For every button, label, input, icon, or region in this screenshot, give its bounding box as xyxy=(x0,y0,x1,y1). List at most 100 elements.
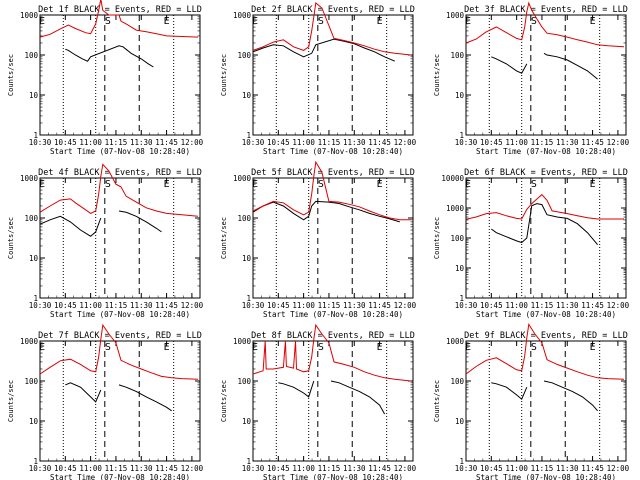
interval-marker-e: E xyxy=(590,179,596,190)
series-events-line xyxy=(543,52,598,80)
x-tick-label: 10:45 xyxy=(480,301,503,310)
x-axis-label: Start Time (07-Nov-08 10:28:40) xyxy=(476,310,616,319)
x-tick-label: 11:15 xyxy=(105,464,128,473)
y-tick-label: 100 xyxy=(237,214,251,223)
plot-frame xyxy=(39,340,201,462)
chart-det-4: Det 4f BLACK = Events, RED = LLD 1 10 100 10… xyxy=(7,163,204,319)
series-lld-line xyxy=(252,2,412,56)
x-tick-label: 11:45 xyxy=(368,301,391,310)
series-events-line xyxy=(543,380,598,412)
y-axis-label: Counts/sec xyxy=(220,54,228,96)
y-axis-label: Counts/sec xyxy=(433,217,441,259)
series-events-line xyxy=(330,380,386,415)
y-tick-label: 1 xyxy=(33,294,38,303)
y-tick-label: 1 xyxy=(459,294,464,303)
x-tick-label: 12:00 xyxy=(607,138,630,147)
x-tick-label: 11:00 xyxy=(505,301,528,310)
y-tick-label: 100 xyxy=(450,51,464,60)
y-tick-label: 10 xyxy=(29,91,39,100)
x-tick-label: 11:00 xyxy=(79,301,102,310)
x-tick-label: 11:00 xyxy=(79,138,102,147)
x-tick-label: 11:45 xyxy=(368,138,391,147)
x-axis-label: Start Time (07-Nov-08 10:28:40) xyxy=(476,147,616,156)
x-tick-label: 10:30 xyxy=(29,138,52,147)
x-tick-label: 12:00 xyxy=(607,464,630,473)
chart-det-8: Det 8f BLACK = Events, RED = LLD 1 10 100 10… xyxy=(220,323,417,480)
x-tick-label: 11:00 xyxy=(292,464,315,473)
interval-marker-e: E xyxy=(590,342,596,353)
interval-marker-s: S xyxy=(105,179,111,190)
series-lld-line xyxy=(39,323,199,380)
x-tick-label: 11:00 xyxy=(505,138,528,147)
x-tick-label: 11:45 xyxy=(581,301,604,310)
chart-title: Det 3f BLACK = Events, RED = LLD xyxy=(464,5,628,15)
x-axis-label: Start Time (07-Nov-08 10:28:40) xyxy=(263,473,403,480)
x-tick-label: 10:30 xyxy=(455,301,478,310)
interval-marker-e: E xyxy=(252,16,258,27)
y-tick-label: 10 xyxy=(242,254,252,263)
plot-frame xyxy=(252,14,414,136)
series-events-line xyxy=(491,382,528,401)
series-events-line xyxy=(491,56,528,74)
y-axis-label: Counts/sec xyxy=(7,217,15,259)
x-tick-label: 10:45 xyxy=(480,464,503,473)
series-lld-line xyxy=(39,163,199,217)
x-tick-label: 10:45 xyxy=(267,464,290,473)
plot-frame xyxy=(39,14,201,136)
interval-marker-e: E xyxy=(39,16,45,27)
chart-det-2: Det 2f BLACK = Events, RED = LLD 1 10 100 10… xyxy=(220,2,417,156)
chart-title: Det 1f BLACK = Events, RED = LLD xyxy=(38,5,202,15)
x-tick-label: 10:30 xyxy=(242,464,265,473)
interval-marker-s: S xyxy=(531,342,537,353)
x-tick-label: 11:30 xyxy=(556,464,579,473)
chart-det-3: Det 3f BLACK = Events, RED = LLD 1 10 100 10… xyxy=(433,1,630,156)
chart-title: Det 6f BLACK = Events, RED = LLD xyxy=(464,168,628,178)
interval-marker-s: S xyxy=(318,179,324,190)
y-tick-label: 10 xyxy=(455,417,465,426)
series-lld-line xyxy=(465,323,625,380)
x-tick-label: 11:30 xyxy=(130,138,153,147)
x-tick-label: 11:15 xyxy=(531,138,554,147)
y-tick-label: 1000 xyxy=(233,337,252,346)
x-tick-label: 12:00 xyxy=(394,301,417,310)
interval-marker-s: S xyxy=(318,16,324,27)
y-tick-label: 10000 xyxy=(441,174,464,183)
series-events-line xyxy=(252,38,395,62)
interval-marker-e: E xyxy=(590,16,596,27)
y-tick-label: 100 xyxy=(24,214,38,223)
y-axis-label: Counts/sec xyxy=(433,54,441,96)
x-tick-label: 12:00 xyxy=(181,138,204,147)
x-tick-label: 11:15 xyxy=(318,464,341,473)
chart-title: Det 2f BLACK = Events, RED = LLD xyxy=(251,5,415,15)
x-tick-label: 11:15 xyxy=(318,301,341,310)
y-tick-label: 1000 xyxy=(233,174,252,183)
series-events-line xyxy=(252,200,400,223)
y-tick-label: 10 xyxy=(242,417,252,426)
interval-marker-e: E xyxy=(164,342,170,353)
x-tick-label: 12:00 xyxy=(181,464,204,473)
x-tick-label: 11:30 xyxy=(130,464,153,473)
y-tick-label: 100 xyxy=(24,51,38,60)
chart-title: Det 8f BLACK = Events, RED = LLD xyxy=(251,331,415,341)
interval-marker-e: E xyxy=(164,16,170,27)
y-tick-label: 100 xyxy=(237,51,251,60)
x-tick-label: 10:30 xyxy=(455,464,478,473)
interval-marker-e: E xyxy=(377,179,383,190)
chart-det-5: Det 5f BLACK = Events, RED = LLD 1 10 100 10… xyxy=(220,160,417,319)
x-axis-label: Start Time (07-Nov-08 10:28:40) xyxy=(50,310,190,319)
x-tick-label: 11:30 xyxy=(343,138,366,147)
x-axis-label: Start Time (07-Nov-08 10:28:40) xyxy=(263,310,403,319)
interval-marker-e: E xyxy=(465,16,471,27)
y-tick-label: 10 xyxy=(455,264,465,273)
interval-marker-s: S xyxy=(105,16,111,27)
x-tick-label: 12:00 xyxy=(394,464,417,473)
x-tick-label: 11:45 xyxy=(581,464,604,473)
interval-marker-e: E xyxy=(465,179,471,190)
interval-marker-e: E xyxy=(164,179,170,190)
x-axis-label: Start Time (07-Nov-08 10:28:40) xyxy=(476,473,616,480)
interval-marker-e: E xyxy=(39,179,45,190)
x-axis-label: Start Time (07-Nov-08 10:28:40) xyxy=(263,147,403,156)
series-lld-line xyxy=(465,193,624,220)
x-tick-label: 11:30 xyxy=(556,138,579,147)
y-axis-label: Counts/sec xyxy=(220,380,228,422)
